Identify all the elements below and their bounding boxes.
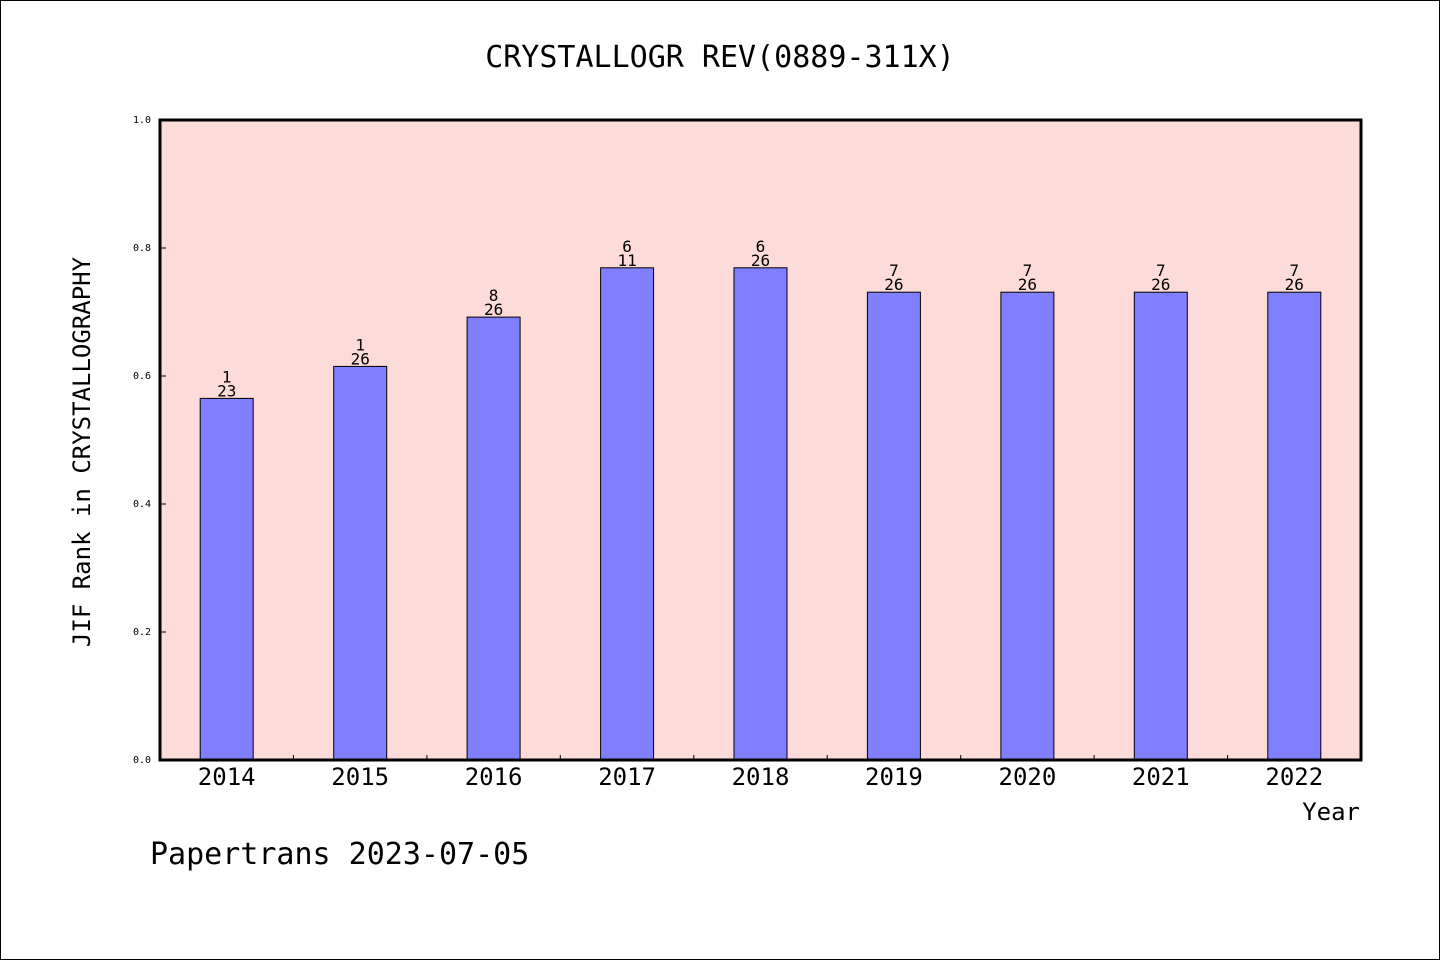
y-axis-label: JIF Rank in CRYSTALLOGRAPHY (68, 256, 96, 647)
x-tick-label: 2016 (465, 763, 523, 791)
bar-2014 (199, 397, 254, 761)
y-tick-label: 0.4 (133, 499, 151, 510)
x-tick-label: 2021 (1132, 763, 1190, 791)
y-tick-label: 0.2 (133, 627, 151, 638)
bar-total-label: 26 (484, 300, 503, 319)
x-axis-label: Year (1302, 798, 1360, 826)
chart-title: CRYSTALLOGR REV(0889-311X) (485, 40, 955, 75)
bar-2019 (866, 291, 921, 761)
y-tick-label: 1.0 (133, 115, 151, 126)
x-tick-label: 2018 (732, 763, 790, 791)
footer-credit: Papertrans 2023-07-05 (150, 837, 529, 872)
bar-rank-label: 7 (1289, 261, 1299, 280)
bar-rank-label: 7 (889, 261, 899, 280)
bar-total-label: 26 (1151, 275, 1170, 294)
bar-2016 (466, 316, 521, 761)
bar-2015 (333, 365, 388, 761)
x-tick-label: 2017 (598, 763, 656, 791)
x-tick-label: 2019 (865, 763, 923, 791)
plot-border (158, 118, 1363, 762)
bar-total-label: 26 (351, 349, 370, 368)
x-tick-label: 2020 (999, 763, 1057, 791)
y-tick-label: 0.0 (133, 755, 151, 766)
bar-total-label: 26 (1285, 275, 1304, 294)
y-tick-label: 0.8 (133, 243, 151, 254)
x-tick-label: 2015 (331, 763, 389, 791)
bar-rank-label: 6 (756, 237, 766, 256)
bar-total-label: 23 (217, 381, 236, 400)
bar-rank-label: 1 (355, 335, 365, 354)
bar-2021 (1133, 291, 1188, 761)
bar-2017 (600, 267, 655, 761)
bar-rank-label: 7 (1156, 261, 1166, 280)
bar-rank-label: 7 (1023, 261, 1033, 280)
bar-rank-label: 8 (489, 286, 499, 305)
bars-group (199, 267, 1322, 761)
bar-2018 (733, 267, 788, 761)
bar-2020 (1000, 291, 1055, 761)
bar-rank-label: 1 (222, 367, 232, 386)
y-tick-label: 0.6 (133, 371, 151, 382)
x-tick-label: 2014 (198, 763, 256, 791)
bar-total-label: 26 (884, 275, 903, 294)
bar-2022 (1267, 291, 1322, 761)
bar-total-label: 26 (751, 251, 770, 270)
bar-total-label: 11 (617, 251, 636, 270)
x-tick-label: 2022 (1265, 763, 1323, 791)
x-axis: 2014 2015 2016 2017 2018 2019 2020 2021 2022 (198, 755, 1323, 791)
bar-rank-label: 6 (622, 237, 632, 256)
bar-total-label: 26 (1018, 275, 1037, 294)
